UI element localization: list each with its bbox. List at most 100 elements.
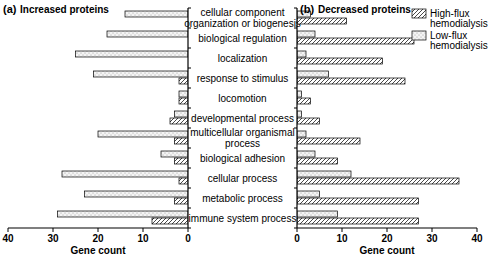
category-label: metabolic process: [202, 193, 283, 204]
category-tick: [294, 48, 297, 49]
category-label: cellular componentorganization or biogen…: [184, 7, 301, 29]
panel: 403020100Gene count(a)Increased proteins: [2, 3, 191, 256]
bar: [297, 18, 347, 24]
bar: [297, 158, 338, 164]
category-tick: [188, 48, 191, 49]
tick: [432, 228, 433, 232]
legend-swatch: [412, 9, 426, 18]
category-tick: [188, 108, 191, 109]
tick: [477, 228, 478, 232]
category-tick: [294, 188, 297, 189]
legend: High-fluxhemodialysisLow-fluxhemodialysi…: [412, 8, 488, 51]
category-label: locomotion: [218, 93, 266, 104]
tick-label: 30: [426, 233, 438, 244]
bar: [297, 191, 320, 197]
bar: [98, 131, 188, 137]
figure: 403020100Gene count(a)Increased proteins…: [0, 0, 500, 256]
tick: [188, 228, 189, 232]
bar: [297, 71, 329, 77]
bar: [62, 171, 188, 177]
tick-label: 10: [336, 233, 348, 244]
bar: [297, 151, 315, 157]
category-tick: [188, 148, 191, 149]
bar: [175, 158, 189, 164]
bar: [297, 98, 311, 104]
bar: [297, 91, 302, 97]
category-tick: [294, 68, 297, 69]
tick-label: 40: [2, 233, 14, 244]
category-tick: [188, 188, 191, 189]
tick: [387, 228, 388, 232]
panel: 010203040Gene count(b)Decreased proteins…: [294, 3, 488, 256]
bar: [297, 138, 360, 144]
category-tick: [188, 208, 191, 209]
bar: [297, 171, 351, 177]
category-label: localization: [218, 53, 267, 64]
category-axis: [296, 8, 297, 228]
tick: [297, 228, 298, 232]
bar: [94, 71, 189, 77]
tick: [98, 228, 99, 232]
category-tick: [294, 28, 297, 29]
bar: [152, 218, 188, 224]
bar: [58, 211, 189, 217]
tick: [342, 228, 343, 232]
category-tick: [294, 108, 297, 109]
category-label: developmental process: [191, 113, 294, 124]
bar: [297, 218, 419, 224]
bar: [161, 151, 188, 157]
bar: [125, 11, 188, 17]
tick-label: 40: [471, 233, 483, 244]
bar: [297, 211, 338, 217]
tick: [143, 228, 144, 232]
bar: [297, 78, 405, 84]
category-label: response to stimulus: [197, 73, 289, 84]
bar: [297, 38, 414, 44]
bar: [179, 178, 188, 184]
category-tick: [294, 208, 297, 209]
bar: [297, 58, 383, 64]
tick-label: 30: [47, 233, 59, 244]
axis-label: Gene count: [70, 245, 126, 256]
legend-label: High-fluxhemodialysis: [430, 8, 488, 29]
bar: [175, 198, 189, 204]
bar: [179, 78, 188, 84]
bar: [297, 178, 459, 184]
bar: [179, 91, 188, 97]
bar: [297, 31, 315, 37]
category-tick: [294, 128, 297, 129]
tick: [53, 228, 54, 232]
category-label: immune system process: [189, 213, 297, 224]
category-label: cellular process: [208, 173, 277, 184]
category-tick: [188, 168, 191, 169]
bar: [107, 31, 188, 37]
category-label: multicellular organismalprocess: [190, 127, 294, 149]
panel-title: Decreased proteins: [318, 4, 411, 15]
category-tick: [294, 168, 297, 169]
tick-label: 10: [137, 233, 149, 244]
panel-label: (a): [3, 3, 17, 15]
category-tick: [294, 88, 297, 89]
bar: [297, 131, 306, 137]
category-label: biological adhesion: [200, 153, 285, 164]
category-label: biological regulation: [198, 33, 286, 44]
tick-label: 20: [92, 233, 104, 244]
bar: [85, 191, 189, 197]
axis-label: Gene count: [359, 245, 415, 256]
category-tick: [188, 8, 191, 9]
bar: [297, 198, 419, 204]
tick-label: 0: [185, 233, 191, 244]
bar: [297, 118, 320, 124]
category-tick: [188, 88, 191, 89]
bars: [58, 11, 189, 224]
category-tick: [294, 8, 297, 9]
category-axis: [187, 8, 188, 228]
bar: [76, 51, 189, 57]
bar: [175, 111, 189, 117]
category-tick: [188, 68, 191, 69]
bar: [170, 118, 188, 124]
bar: [297, 111, 302, 117]
tick-label: 0: [294, 233, 300, 244]
bar: [175, 138, 189, 144]
legend-label: Low-fluxhemodialysis: [430, 30, 488, 51]
